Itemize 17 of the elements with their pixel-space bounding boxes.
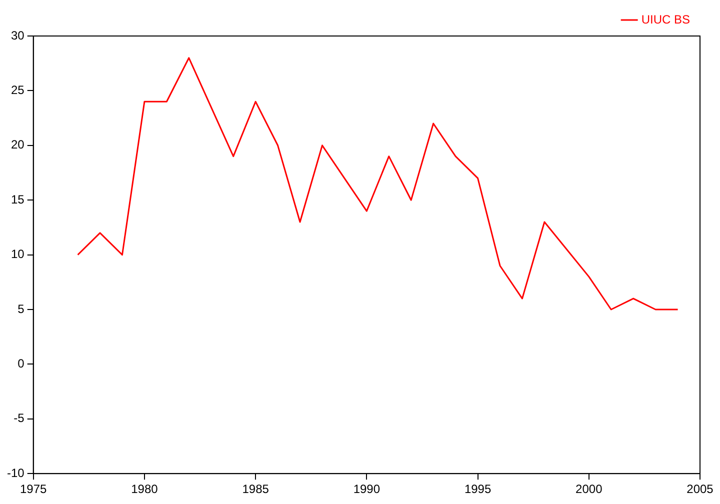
y-tick-label: 25	[10, 83, 25, 98]
y-tick-label: -5	[14, 411, 25, 426]
legend-label: UIUC BS	[641, 12, 690, 26]
x-tick-label: 1980	[131, 482, 158, 496]
y-tick-label: 20	[10, 138, 25, 152]
x-tick-label: 1990	[353, 482, 380, 496]
y-tick-label: 30	[10, 28, 25, 42]
y-tick-label: -10	[7, 466, 25, 480]
y-tick-label: 5	[18, 302, 25, 316]
x-tick-label: 1975	[20, 482, 48, 496]
y-tick-label: 15	[10, 192, 25, 206]
x-tick-label: 1985	[242, 482, 270, 496]
x-tick-label: 2000	[576, 482, 603, 496]
x-tick-label: 1995	[464, 482, 492, 496]
x-tick-label: 2005	[686, 482, 714, 496]
y-tick-label: 0	[18, 356, 25, 371]
y-tick-label: 10	[10, 247, 25, 262]
